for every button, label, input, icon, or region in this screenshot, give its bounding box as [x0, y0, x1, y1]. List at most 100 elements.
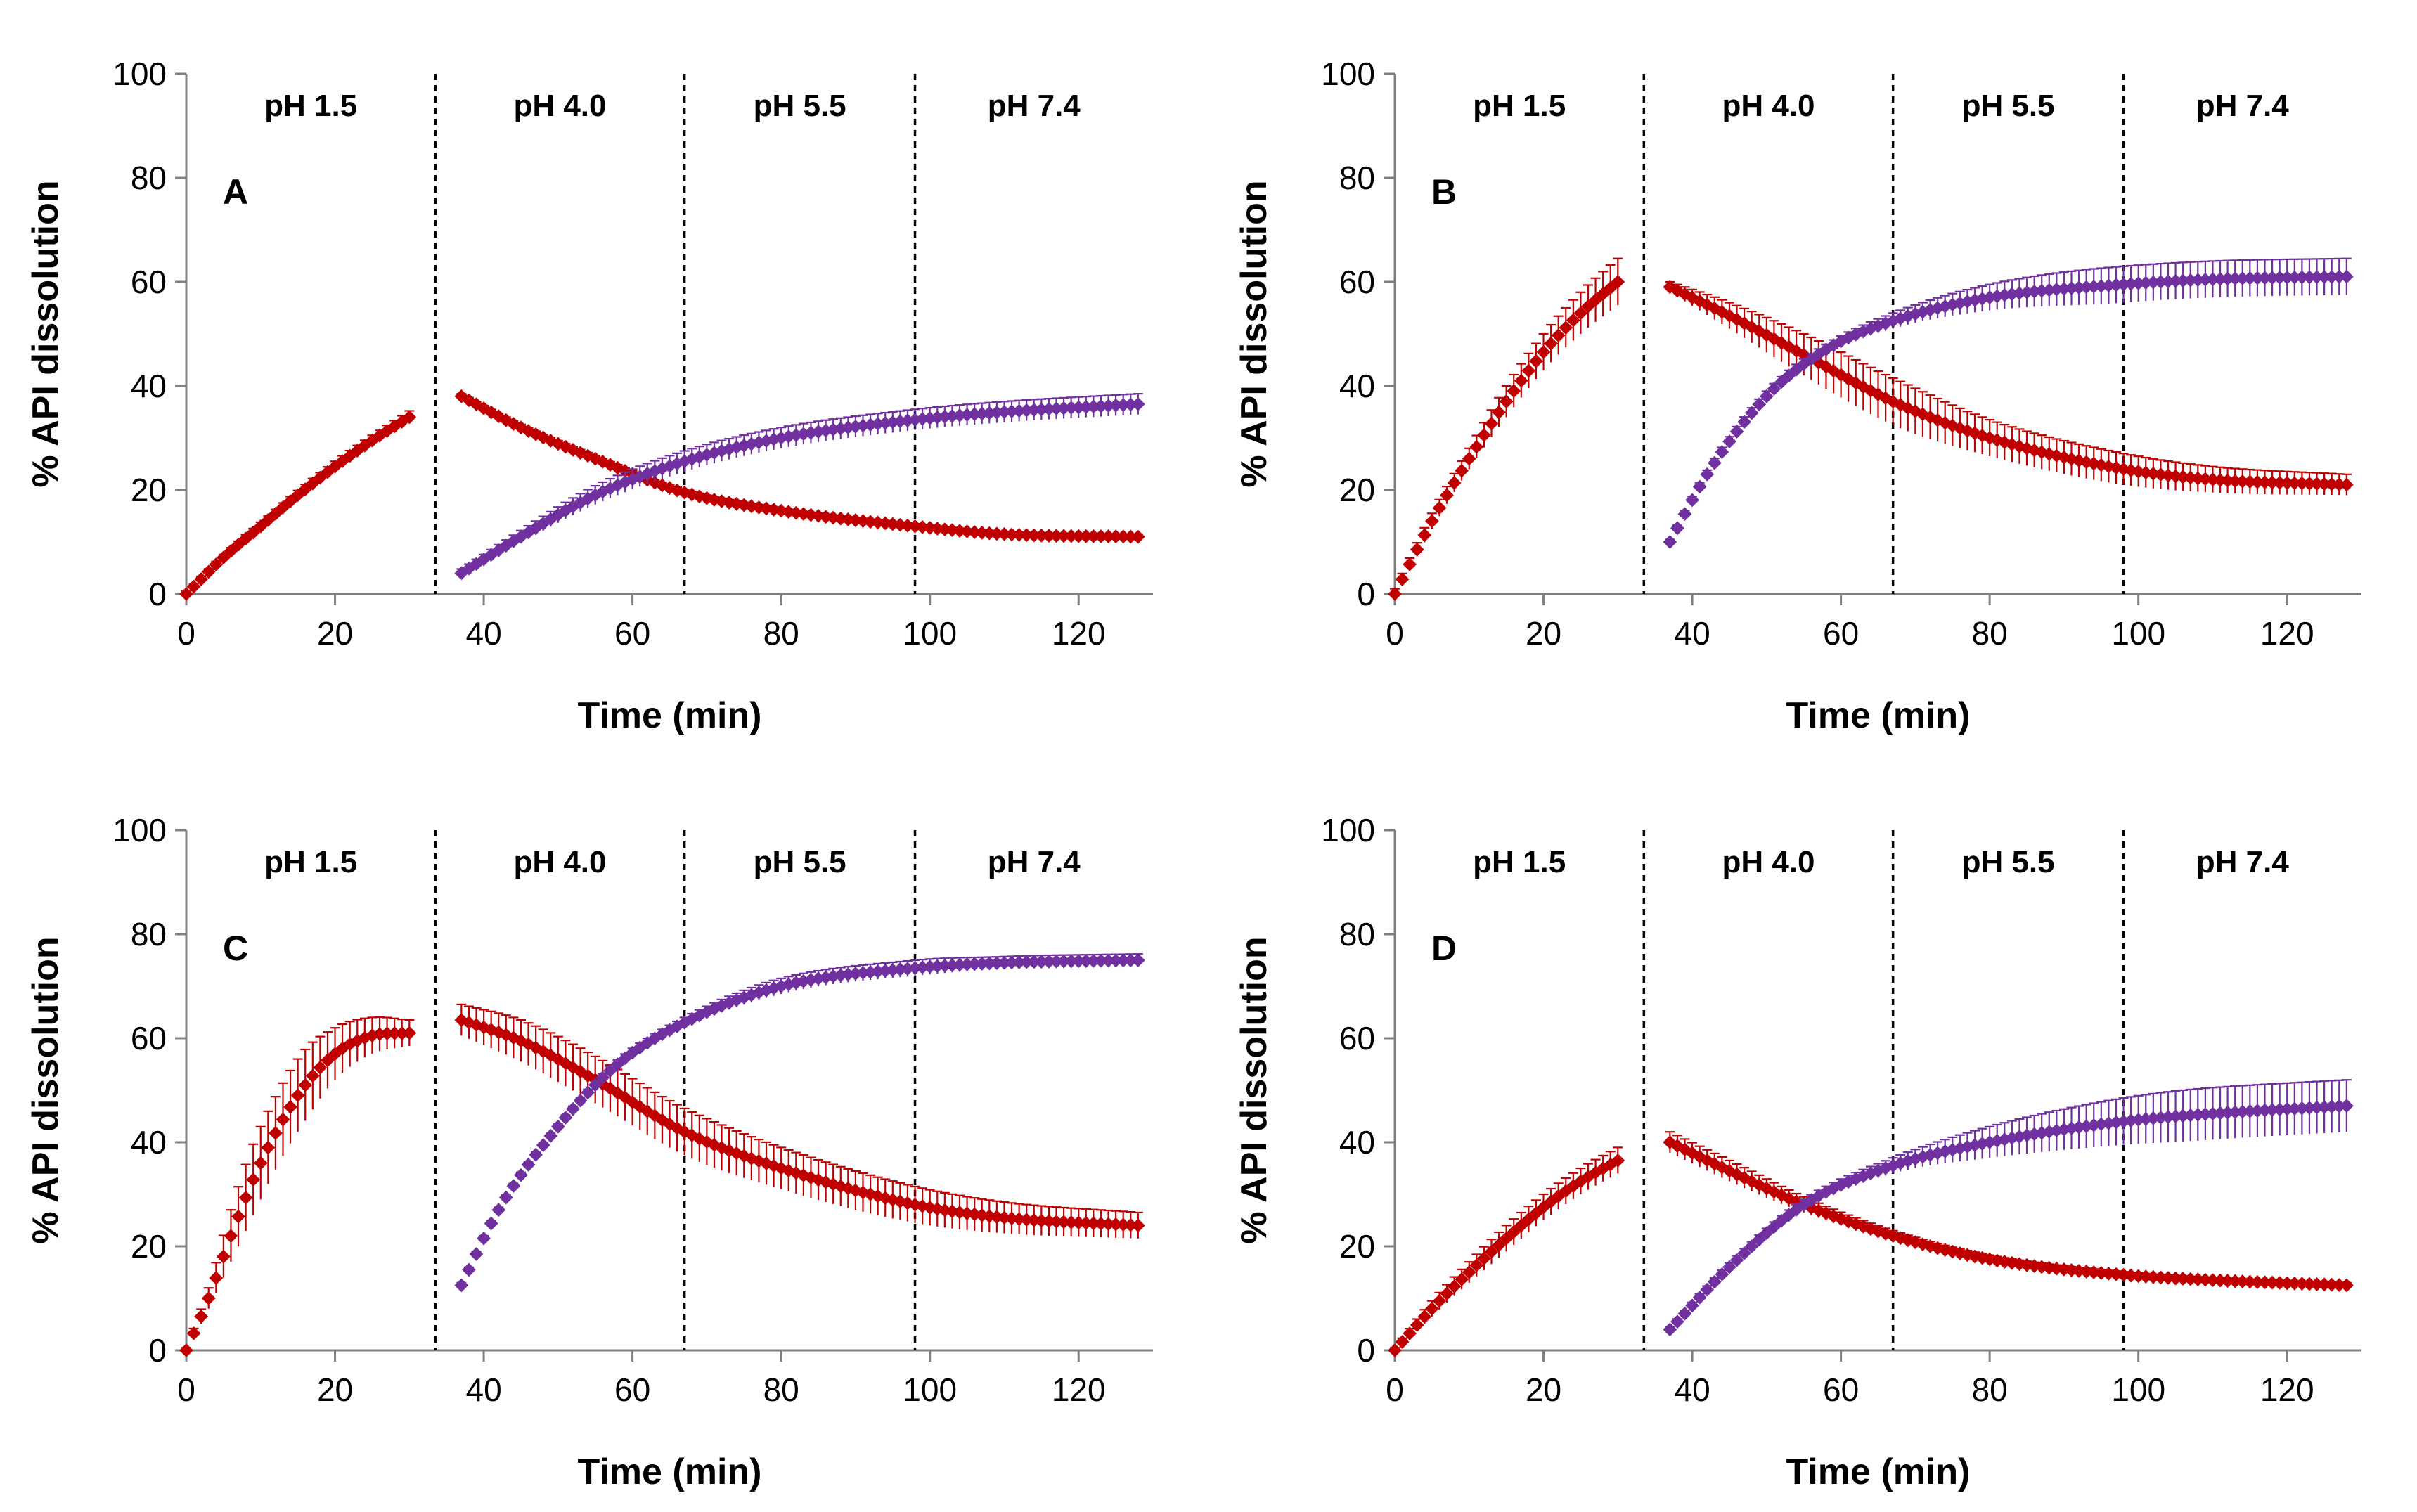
data-point: [1109, 1217, 1123, 1232]
data-point: [1071, 954, 1086, 969]
y-axis-title: % API dissolution: [25, 936, 66, 1243]
data-point: [231, 1209, 245, 1224]
data-point: [2153, 1270, 2168, 1285]
data-point: [1395, 572, 1410, 586]
data-point: [1677, 507, 1692, 522]
data-point: [1086, 1216, 1101, 1231]
data-point: [2332, 1278, 2347, 1292]
data-point: [1722, 1260, 1736, 1274]
data-point: [1101, 399, 1116, 413]
data-point: [2272, 271, 2287, 285]
data-point: [2146, 275, 2160, 290]
data-point: [2250, 474, 2264, 489]
x-tick-label: 0: [177, 1371, 195, 1408]
x-tick-label: 80: [763, 615, 799, 652]
phase-label: pH 4.0: [1722, 845, 1815, 879]
data-point: [1551, 328, 1566, 343]
data-point: [1094, 529, 1108, 543]
panel-letter: C: [223, 929, 248, 968]
data-point: [1130, 953, 1145, 967]
data-point: [1663, 535, 1677, 549]
data-point: [967, 957, 982, 971]
data-point: [1707, 455, 1722, 470]
y-axis-title: % API dissolution: [1234, 180, 1275, 487]
data-point: [2146, 1269, 2160, 1284]
data-point: [1049, 954, 1064, 969]
data-point: [1403, 557, 1417, 571]
data-point: [2332, 269, 2347, 284]
x-tick-label: 40: [1674, 1371, 1710, 1408]
data-point: [1026, 403, 1041, 418]
phase-label: pH 7.4: [988, 845, 1081, 879]
data-point: [194, 572, 209, 586]
data-point: [269, 1126, 283, 1140]
y-tick-label: 60: [1339, 264, 1375, 300]
y-tick-label: 0: [148, 576, 167, 612]
phase-label: pH 7.4: [2196, 89, 2290, 123]
phase-label: pH 1.5: [264, 845, 357, 879]
data-point: [1109, 953, 1123, 968]
data-point: [201, 1291, 216, 1305]
data-point: [2243, 271, 2257, 285]
data-point: [1101, 529, 1116, 543]
y-tick-label: 80: [131, 160, 167, 196]
data-point: [2280, 270, 2295, 285]
data-point: [179, 1343, 193, 1357]
x-tick-label: 120: [2260, 1371, 2314, 1408]
data-point: [2339, 477, 2354, 492]
data-point: [1034, 1213, 1049, 1228]
data-point: [1514, 373, 1528, 388]
data-point: [1094, 399, 1108, 413]
data-point: [1078, 400, 1093, 414]
data-point: [974, 957, 989, 971]
series-purple: [454, 392, 1145, 581]
data-point: [224, 1229, 238, 1243]
data-point: [2265, 1275, 2279, 1290]
data-point: [1388, 1343, 1402, 1357]
data-point: [1064, 954, 1078, 969]
y-tick-label: 40: [131, 1124, 167, 1161]
data-point: [1019, 528, 1034, 543]
data-point: [2168, 1271, 2183, 1286]
y-tick-label: 20: [1339, 472, 1375, 508]
y-tick-label: 0: [148, 1332, 167, 1369]
data-point: [1049, 401, 1064, 416]
data-point: [989, 526, 1004, 541]
data-point: [1049, 529, 1064, 543]
data-point: [1729, 1253, 1744, 1267]
x-tick-label: 60: [614, 1371, 650, 1408]
phase-label: pH 4.0: [513, 845, 606, 879]
data-point: [1573, 306, 1588, 321]
data-point: [2272, 1276, 2287, 1290]
chart-svg-c: 0 20 40 60 80 100 0 20 40 60 80 100 120 pH 1.5 pH 4.0 p…: [25, 812, 1153, 1492]
data-point: [491, 1203, 506, 1217]
series-red-stage2: [1663, 1131, 2354, 1293]
data-point: [982, 956, 997, 971]
x-tick-label: 40: [465, 615, 501, 652]
x-tick-label: 80: [763, 1371, 799, 1408]
data-point: [953, 957, 967, 972]
data-point: [1116, 529, 1130, 544]
x-tick-label: 20: [1526, 1371, 1561, 1408]
data-point: [2205, 1273, 2220, 1287]
data-point: [1064, 529, 1078, 543]
data-point: [1477, 428, 1491, 442]
data-point: [1566, 313, 1580, 328]
data-point: [1692, 1290, 1707, 1305]
data-point: [1026, 955, 1041, 969]
data-point: [1130, 1218, 1145, 1233]
phase-label: pH 5.5: [754, 845, 846, 879]
data-point: [1388, 587, 1402, 601]
y-tick-label: 0: [1357, 1332, 1375, 1369]
y-tick-label: 40: [1339, 1124, 1375, 1161]
data-point: [1499, 394, 1514, 409]
data-point: [298, 1078, 313, 1092]
data-point: [2176, 1272, 2191, 1286]
x-axis-title: Time (min): [578, 1452, 762, 1492]
data-point: [2235, 1104, 2250, 1119]
data-point: [2250, 1104, 2264, 1118]
phase-label: pH 7.4: [988, 89, 1081, 123]
x-tick-label: 100: [903, 615, 957, 652]
data-point: [1101, 1217, 1116, 1232]
x-tick-label: 100: [2111, 615, 2165, 652]
